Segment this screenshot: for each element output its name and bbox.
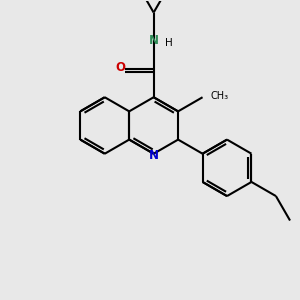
Text: CH₃: CH₃: [211, 91, 229, 101]
Text: N: N: [148, 34, 159, 47]
Text: N: N: [148, 149, 159, 162]
Text: O: O: [115, 61, 125, 74]
Text: H: H: [165, 38, 172, 48]
